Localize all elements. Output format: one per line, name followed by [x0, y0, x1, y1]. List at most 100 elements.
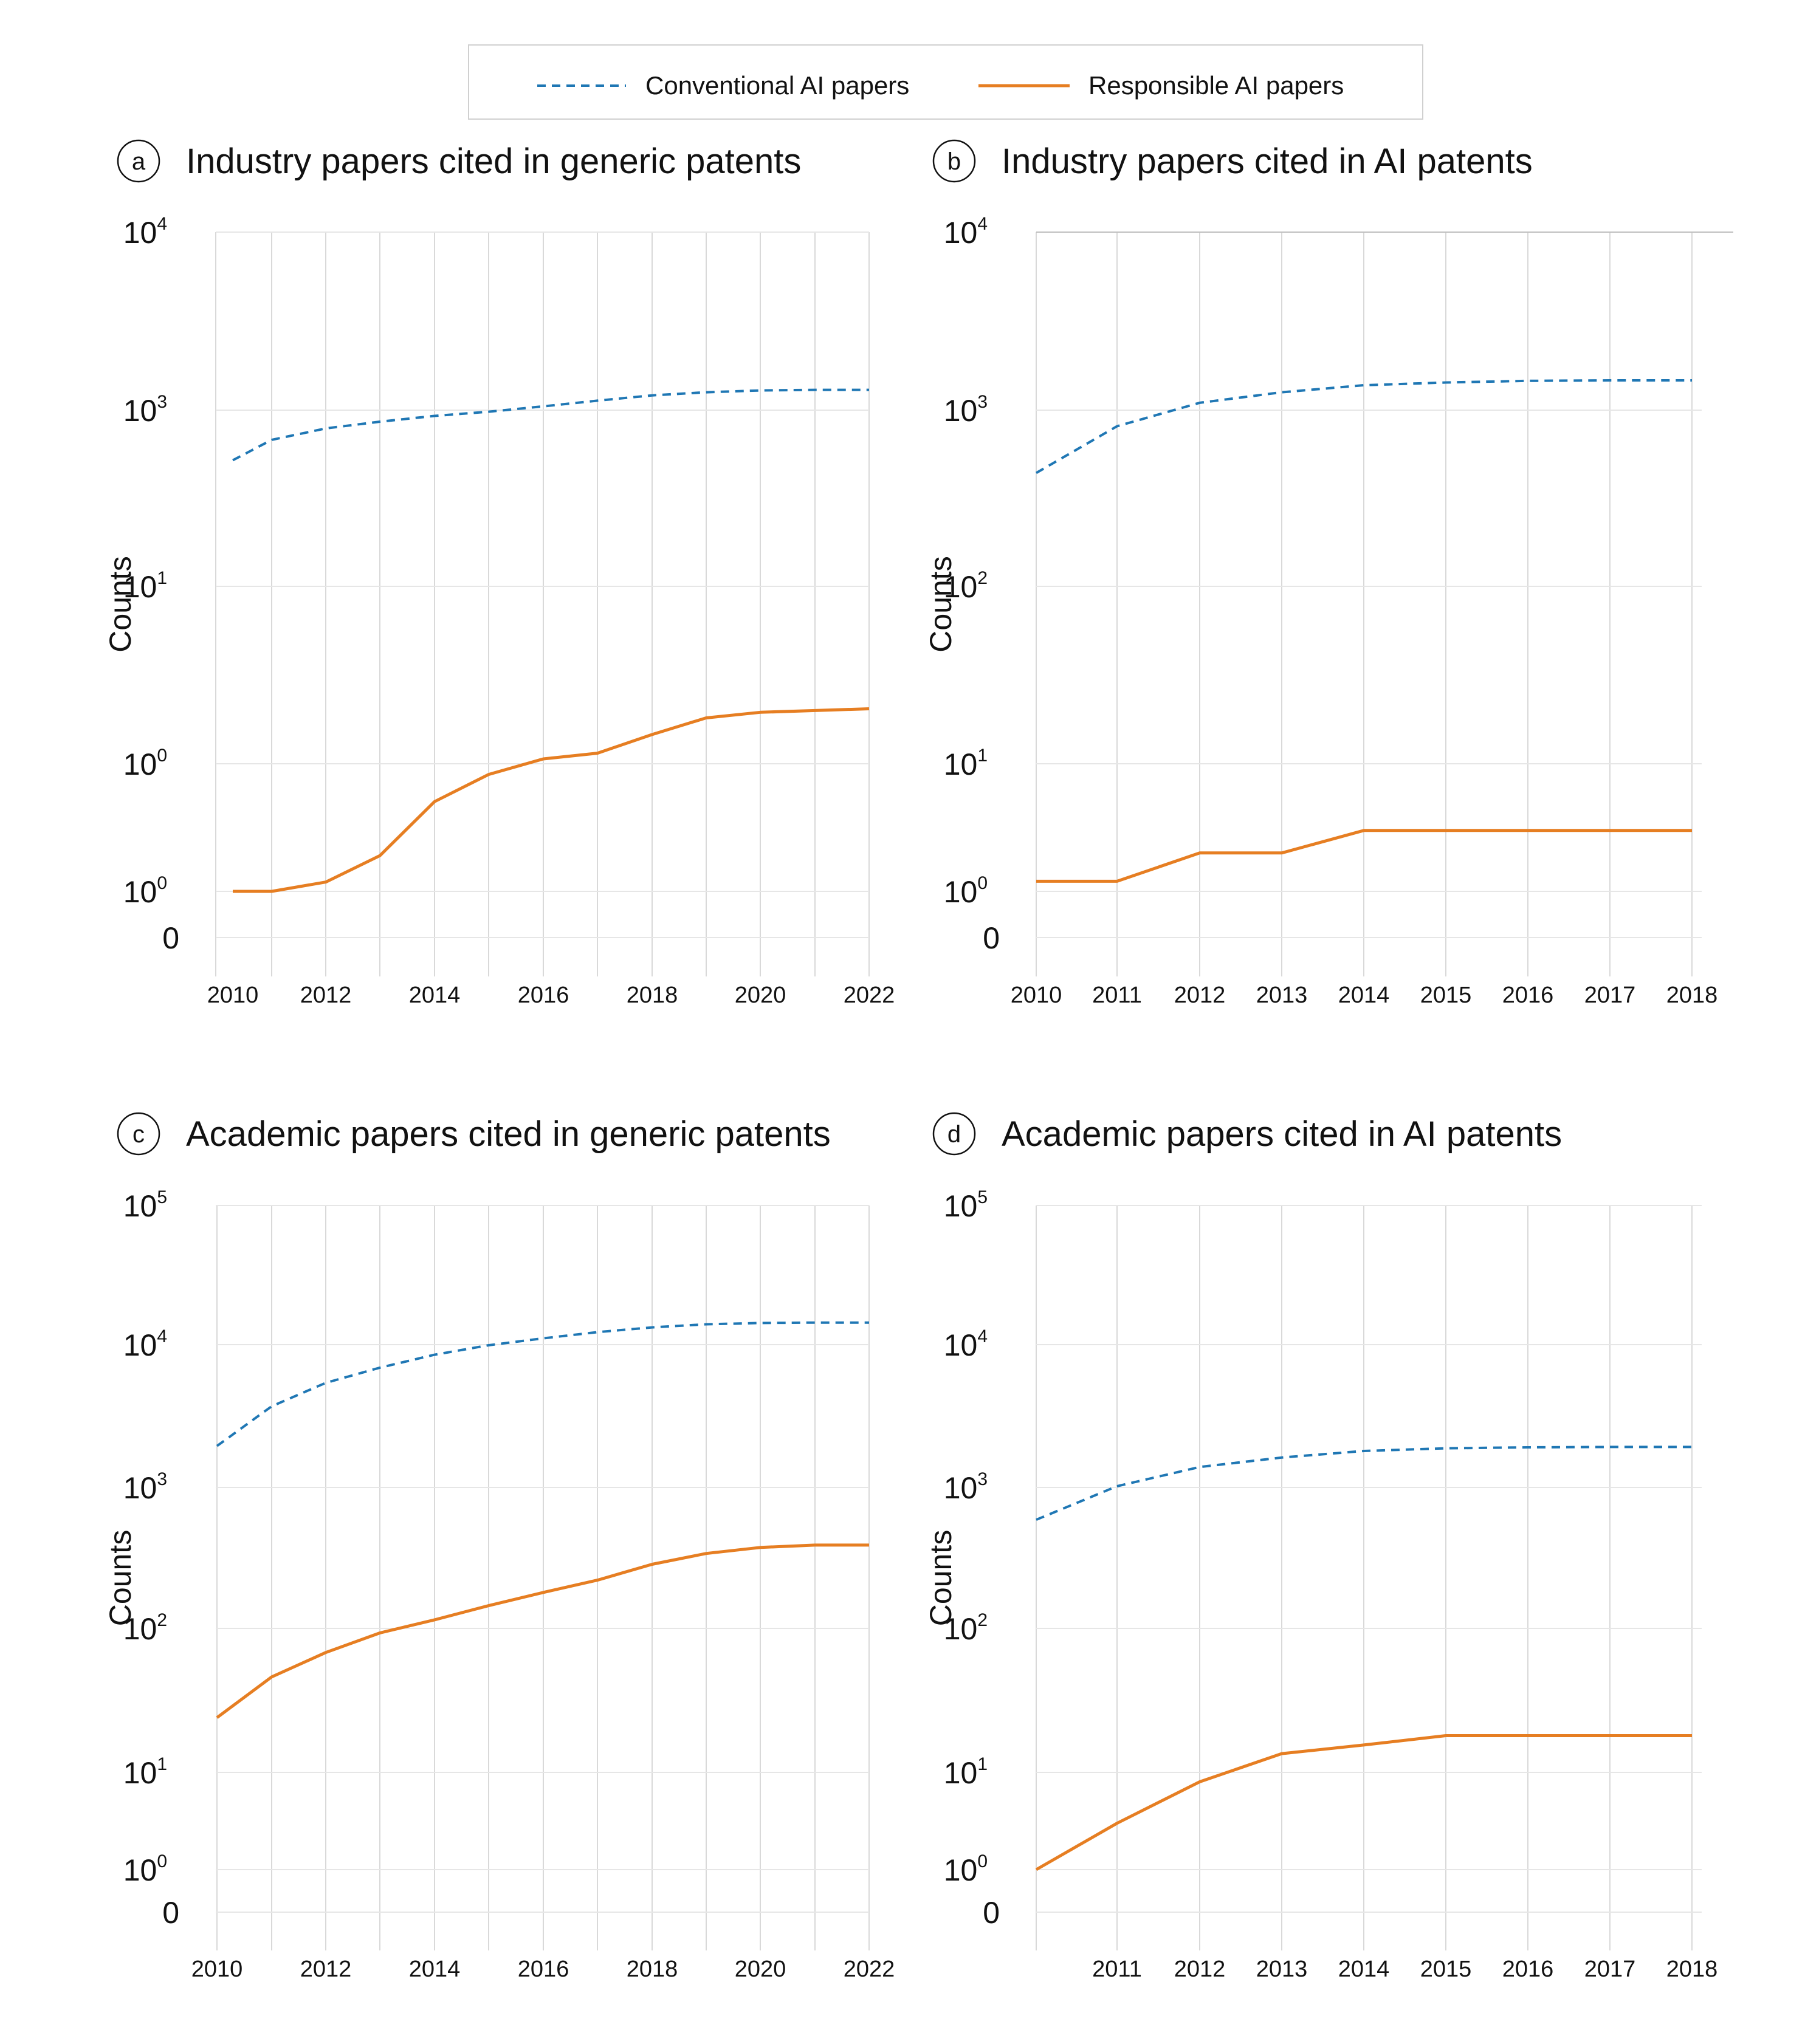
- y-axis-label: Counts: [103, 1530, 137, 1626]
- y-tick-label: 102: [944, 1610, 988, 1646]
- x-tick-label: 2012: [300, 1957, 352, 1982]
- y-tick-base: 10: [123, 216, 157, 250]
- y-tick-base: 10: [944, 1612, 978, 1646]
- x-tick-label: 2015: [1420, 983, 1472, 1008]
- y-tick-exponent: 4: [157, 214, 167, 234]
- y-tick-label: 101: [123, 1754, 167, 1790]
- legend-frame: [468, 44, 1423, 120]
- y-tick-label: 101: [944, 1754, 988, 1790]
- y-tick-label: 101: [944, 746, 988, 781]
- y-tick-base: 10: [123, 747, 157, 781]
- series-responsible-line: [216, 1543, 869, 1719]
- y-tick-label: 0: [983, 921, 1000, 955]
- y-tick-base: 10: [123, 1612, 157, 1646]
- y-tick-label: 105: [944, 1187, 988, 1223]
- y-tick-exponent: 0: [977, 1851, 988, 1871]
- y-tick-base: 10: [944, 747, 978, 781]
- y-tick-exponent: 0: [157, 746, 167, 766]
- y-tick-label: 102: [944, 568, 988, 604]
- y-tick-base: 10: [944, 1471, 978, 1505]
- y-tick-base: 10: [123, 1189, 157, 1223]
- y-tick-label: 103: [123, 1469, 167, 1505]
- x-tick-label: 2018: [1666, 1957, 1718, 1982]
- x-tick-label: 2020: [735, 1957, 786, 1982]
- series-conventional-line: [1035, 379, 1692, 475]
- y-tick-exponent: 5: [977, 1187, 988, 1207]
- panel-letter-circle: [117, 1112, 160, 1156]
- y-tick-label: 100: [944, 873, 988, 909]
- series-responsible-line: [1036, 829, 1692, 883]
- x-tick-label: 2022: [844, 1957, 895, 1982]
- panel-letter: b: [947, 148, 961, 175]
- y-tick-label: 100: [123, 746, 167, 781]
- y-tick-label: 105: [123, 1187, 167, 1223]
- x-tick-label: 2016: [518, 983, 569, 1008]
- x-tick-label: 2014: [1338, 983, 1390, 1008]
- panel-letter: c: [132, 1121, 145, 1148]
- x-tick-label: 2012: [1174, 983, 1226, 1008]
- panel-letter-circle: [117, 139, 160, 183]
- x-tick-label: 2010: [1011, 983, 1062, 1008]
- y-tick-exponent: 4: [977, 214, 988, 234]
- x-tick-label: 2018: [627, 1957, 678, 1982]
- y-tick-label: 0: [983, 1896, 1000, 1930]
- y-tick-base: 10: [123, 1328, 157, 1362]
- panel-title: Industry papers cited in AI patents: [1002, 142, 1533, 181]
- y-tick-label: 103: [123, 392, 167, 428]
- y-tick-base: 10: [123, 570, 157, 604]
- y-tick-base: 10: [123, 1756, 157, 1790]
- y-tick-exponent: 2: [157, 1610, 167, 1630]
- y-tick-base: 10: [123, 1853, 157, 1887]
- x-tick-label: 2017: [1584, 983, 1636, 1008]
- y-tick-base: 10: [944, 570, 978, 604]
- x-tick-label: 2013: [1256, 983, 1308, 1008]
- panel-title: Industry papers cited in generic patents: [186, 142, 801, 181]
- x-tick-label: 2012: [1174, 1957, 1226, 1982]
- y-axis-label: Counts: [924, 1530, 958, 1626]
- legend-conventional-label: Conventional AI papers: [645, 71, 909, 100]
- y-tick-base: 10: [944, 1189, 978, 1223]
- x-tick-label: 2011: [1092, 1957, 1142, 1982]
- y-tick-exponent: 0: [977, 873, 988, 893]
- y-tick-base: 10: [944, 216, 978, 250]
- y-tick-exponent: 4: [157, 1326, 167, 1346]
- panel-letter-circle: [932, 139, 976, 183]
- panel-title: Academic papers cited in AI patents: [1002, 1114, 1562, 1154]
- y-tick-base: 10: [944, 1853, 978, 1887]
- x-tick-label: 2018: [1666, 983, 1718, 1008]
- x-tick-label: 2020: [735, 983, 786, 1008]
- y-tick-label: 103: [944, 392, 988, 428]
- y-tick-exponent: 0: [157, 1851, 167, 1871]
- series-responsible-line: [1035, 1734, 1692, 1871]
- series-conventional-line: [232, 388, 869, 462]
- series-conventional-line: [1036, 1446, 1692, 1521]
- y-tick-exponent: 1: [157, 1754, 167, 1774]
- y-tick-label: 104: [123, 214, 167, 250]
- x-tick-label: 2014: [409, 1957, 461, 1982]
- y-tick-exponent: 3: [977, 392, 988, 412]
- y-tick-base: 10: [944, 1328, 978, 1362]
- y-tick-label: 100: [123, 1851, 167, 1887]
- y-tick-exponent: 1: [157, 568, 167, 588]
- x-tick-label: 2016: [518, 1957, 569, 1982]
- y-tick-base: 10: [944, 394, 978, 428]
- y-tick-exponent: 5: [157, 1187, 167, 1207]
- x-tick-label: 2011: [1092, 983, 1142, 1008]
- y-tick-label: 104: [123, 1326, 167, 1362]
- panel-title: Academic papers cited in generic patents: [186, 1114, 831, 1154]
- y-tick-label: 101: [123, 568, 167, 604]
- y-tick-label: 102: [123, 1610, 167, 1646]
- x-tick-label: 2010: [207, 983, 259, 1008]
- x-tick-label: 2013: [1256, 1957, 1308, 1982]
- y-axis-label: Counts: [924, 556, 958, 652]
- x-tick-label: 2015: [1420, 1957, 1472, 1982]
- y-tick-label: 104: [944, 214, 988, 250]
- y-tick-label: 103: [944, 1469, 988, 1505]
- y-tick-label: 100: [944, 1851, 988, 1887]
- y-tick-base: 10: [123, 875, 157, 909]
- panel-letter: a: [132, 148, 146, 175]
